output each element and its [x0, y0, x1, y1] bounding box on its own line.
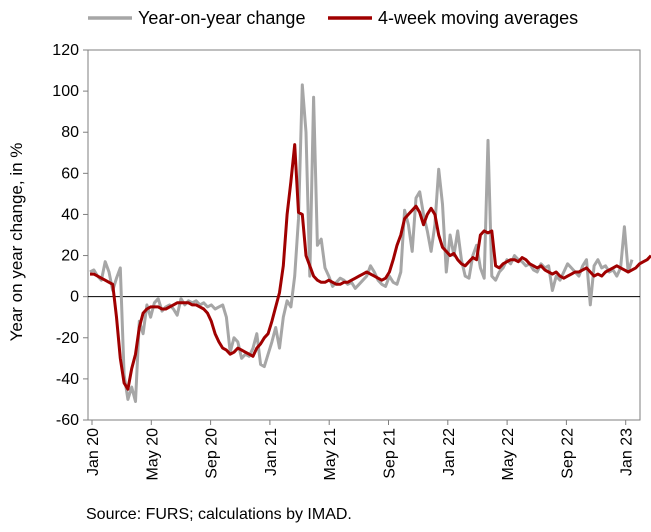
- legend-label-yoy: Year-on-year change: [138, 8, 305, 28]
- x-tick-label: Jan 20: [85, 428, 102, 476]
- x-tick-label: May 20: [144, 428, 161, 481]
- x-tick-label: May 22: [500, 428, 517, 481]
- y-axis-ticks: -60 -40 -20 0 20 40 60 80 100 120: [52, 42, 88, 429]
- x-tick-label: May 21: [322, 428, 339, 481]
- y-tick-label: 100: [52, 83, 79, 100]
- legend-label-moving-average: 4-week moving averages: [378, 8, 578, 28]
- y-tick-label: -40: [56, 371, 79, 388]
- y-tick-label: -60: [56, 412, 79, 429]
- x-tick-label: Sep 22: [559, 428, 576, 479]
- x-axis-ticks: Jan 20 May 20 Sep 20 Jan 21 May 21 Sep 21 Jan …: [85, 420, 636, 480]
- x-tick-label: Jan 22: [441, 428, 458, 476]
- y-tick-label: 120: [52, 42, 79, 59]
- y-tick-label: 60: [61, 165, 79, 182]
- series-layer: [89, 83, 651, 403]
- x-tick-label: Jan 21: [263, 428, 280, 476]
- y-tick-label: 80: [61, 124, 79, 141]
- series-line-moving-average: [90, 143, 651, 391]
- y-tick-label: 0: [70, 289, 79, 306]
- y-tick-label: 20: [61, 248, 79, 265]
- series-line-yoy: [89, 83, 634, 403]
- x-tick-label: Jan 23: [619, 428, 636, 476]
- legend: Year-on-year change 4-week moving averag…: [88, 8, 578, 28]
- x-tick-label: Sep 21: [382, 428, 399, 479]
- y-tick-label: 40: [61, 206, 79, 223]
- plot-frame: [87, 49, 641, 421]
- y-tick-label: -20: [56, 330, 79, 347]
- source-note: Source: FURS; calculations by IMAD.: [86, 506, 352, 523]
- y-axis-title: Year on year change, in %: [7, 143, 26, 342]
- x-tick-label: Sep 20: [204, 428, 221, 479]
